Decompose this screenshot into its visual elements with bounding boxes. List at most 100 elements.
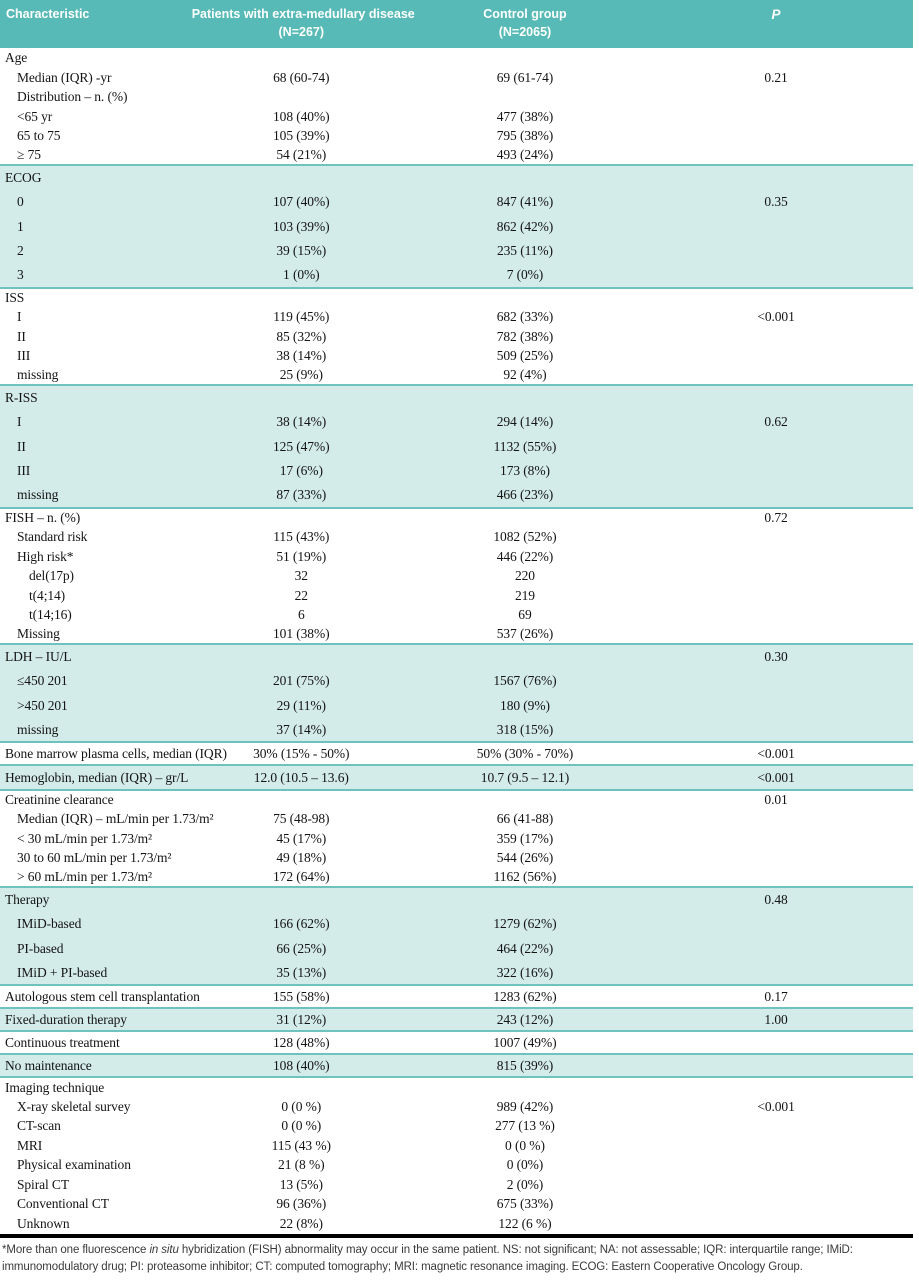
p-value-cell bbox=[639, 693, 913, 718]
table-row: IMiD-based 166 (62%) 1279 (62%) bbox=[0, 911, 913, 937]
control-value-cell: 322 (16%) bbox=[410, 960, 640, 987]
p-value-cell bbox=[639, 107, 913, 127]
p-value-cell bbox=[639, 1175, 913, 1195]
row-label-cell: MRI bbox=[17, 1137, 43, 1153]
control-value-cell: 219 bbox=[514, 587, 535, 603]
emd-value-cell: 49 (18%) bbox=[276, 850, 327, 865]
emd-value-cell: 85 (32%) bbox=[276, 328, 327, 344]
p-value-cell bbox=[639, 717, 913, 744]
row-label-cell: IMiD-based bbox=[0, 911, 192, 937]
control-value-cell: 173 (8%) bbox=[410, 458, 640, 484]
p-value-cell bbox=[639, 458, 913, 484]
table-row: I 38 (14%) 294 (14%) 0.62 bbox=[0, 409, 913, 435]
row-label-cell: II bbox=[17, 328, 26, 344]
table-row: Conventional CT 96 (36%) 675 (33%) bbox=[0, 1194, 913, 1214]
row-label-cell: III bbox=[0, 458, 192, 484]
control-value-cell: 1283 (62%) bbox=[493, 988, 557, 1004]
control-value-cell bbox=[411, 288, 639, 308]
table-row: PI-based 66 (25%) 464 (22%) bbox=[0, 936, 913, 961]
emd-value-cell: 39 (15%) bbox=[191, 238, 411, 264]
row-label-cell: Physical examination bbox=[17, 1157, 131, 1172]
row-label-cell: Median (IQR) -yr bbox=[17, 69, 112, 85]
emd-value-cell: 105 (39%) bbox=[273, 128, 330, 143]
control-value-cell: 682 (33%) bbox=[496, 309, 554, 324]
control-value-cell: 1132 (55%) bbox=[410, 434, 640, 459]
emd-value-cell: 45 (17%) bbox=[276, 830, 327, 846]
p-value-cell bbox=[639, 829, 913, 849]
table-row: 1 103 (39%) 862 (42%) bbox=[0, 214, 913, 239]
p-value-cell bbox=[639, 366, 913, 386]
control-value-cell: 2 (0%) bbox=[506, 1176, 544, 1192]
emd-value-cell: 128 (48%) bbox=[273, 1034, 330, 1050]
table-row: 65 to 75 105 (39%) 795 (38%) bbox=[0, 126, 913, 146]
emd-value-cell: 17 (6%) bbox=[191, 458, 411, 484]
emd-value-cell: 31 (12%) bbox=[191, 1007, 411, 1033]
control-value-cell: 446 (22%) bbox=[496, 548, 554, 564]
row-label-cell: 2 bbox=[0, 238, 192, 264]
emd-value-cell bbox=[192, 87, 411, 107]
table-bottom-rule bbox=[0, 1234, 913, 1239]
table-row: >450 201 29 (11%) 180 (9%) bbox=[0, 693, 913, 718]
p-value-cell: <0.001 bbox=[639, 764, 913, 791]
control-value-cell: 675 (33%) bbox=[496, 1196, 554, 1211]
p-value-cell bbox=[639, 87, 913, 107]
col-header-control-n: (N=2065) bbox=[498, 25, 552, 40]
control-value-cell: 220 bbox=[514, 568, 535, 583]
emd-value-cell: 30% (15% - 50%) bbox=[253, 745, 350, 761]
row-label-cell: X-ray skeletal survey bbox=[17, 1098, 131, 1114]
row-label-cell: <65 yr bbox=[17, 108, 53, 124]
row-label-cell: 0 bbox=[0, 189, 192, 215]
row-label-cell: No maintenance bbox=[0, 1053, 192, 1079]
table-row: Autologous stem cell transplantation 155 … bbox=[0, 985, 913, 1008]
row-label-cell: Unknown bbox=[17, 1215, 70, 1231]
emd-value-cell bbox=[192, 790, 411, 810]
p-value-cell: 0.01 bbox=[764, 792, 788, 807]
table-row: LDH – IU/L 0.30 bbox=[0, 643, 913, 669]
table-row: II 85 (32%) 782 (38%) bbox=[0, 327, 913, 347]
control-value-cell: 862 (42%) bbox=[410, 214, 640, 239]
emd-value-cell bbox=[191, 164, 411, 190]
row-label-cell: > 60 mL/min per 1.73/m² bbox=[17, 869, 152, 884]
control-value-cell: 10.7 (9.5 – 12.1) bbox=[410, 764, 640, 791]
emd-value-cell: 35 (13%) bbox=[191, 960, 411, 987]
control-value-cell: 782 (38%) bbox=[496, 328, 554, 344]
emd-value-cell: 108 (40%) bbox=[191, 1053, 411, 1079]
control-value-cell: 464 (22%) bbox=[410, 936, 640, 961]
table-row: Median (IQR) -yr 68 (60-74) 69 (61-74) 0.21 bbox=[0, 68, 913, 88]
control-value-cell: 1279 (62%) bbox=[410, 911, 640, 937]
emd-value-cell bbox=[191, 384, 411, 410]
p-value-cell bbox=[639, 214, 913, 239]
row-label-cell: Imaging technique bbox=[5, 1079, 105, 1095]
p-value-cell: 0.48 bbox=[639, 886, 913, 912]
table-row: MRI 115 (43 %) 0 (0 %) bbox=[0, 1136, 913, 1156]
p-value-cell bbox=[639, 288, 913, 308]
row-label-cell: Bone marrow plasma cells, median (IQR) bbox=[5, 745, 227, 761]
p-value-cell bbox=[639, 1031, 913, 1054]
control-value-cell: 180 (9%) bbox=[410, 693, 640, 718]
col-header-emd-group: Patients with extra-medullary disease (N… bbox=[191, 0, 415, 49]
emd-value-cell: 96 (36%) bbox=[276, 1196, 327, 1211]
p-value-cell: 0.30 bbox=[639, 643, 913, 669]
row-label-cell: Hemoglobin, median (IQR) – gr/L bbox=[0, 764, 192, 791]
emd-value-cell: 119 (45%) bbox=[273, 309, 330, 324]
table-row: Fixed-duration therapy 31 (12%) 243 (12%) 1… bbox=[0, 1007, 913, 1033]
emd-value-cell: 12.0 (10.5 – 13.6) bbox=[191, 764, 411, 791]
table-row: Spiral CT 13 (5%) 2 (0%) bbox=[0, 1175, 913, 1195]
row-label-cell: Missing bbox=[17, 626, 60, 641]
control-value-cell bbox=[410, 384, 640, 410]
table-row: Unknown 22 (8%) 122 (6 %) bbox=[0, 1214, 913, 1234]
table-row: X-ray skeletal survey 0 (0 %) 989 (42%) <0.… bbox=[0, 1097, 913, 1117]
emd-value-cell: 68 (60-74) bbox=[273, 69, 330, 85]
control-value-cell bbox=[410, 164, 640, 190]
control-value-cell: 509 (25%) bbox=[496, 348, 554, 363]
p-value-cell bbox=[639, 566, 913, 586]
control-value-cell: 493 (24%) bbox=[496, 147, 554, 162]
emd-value-cell bbox=[192, 48, 411, 68]
p-value-cell bbox=[639, 238, 913, 264]
emd-value-cell: 101 (38%) bbox=[273, 626, 330, 641]
table-row: Creatinine clearance 0.01 bbox=[0, 790, 913, 810]
table-row: Imaging technique bbox=[0, 1077, 913, 1097]
control-value-cell: 544 (26%) bbox=[496, 850, 554, 865]
row-label-cell: Conventional CT bbox=[17, 1196, 109, 1211]
